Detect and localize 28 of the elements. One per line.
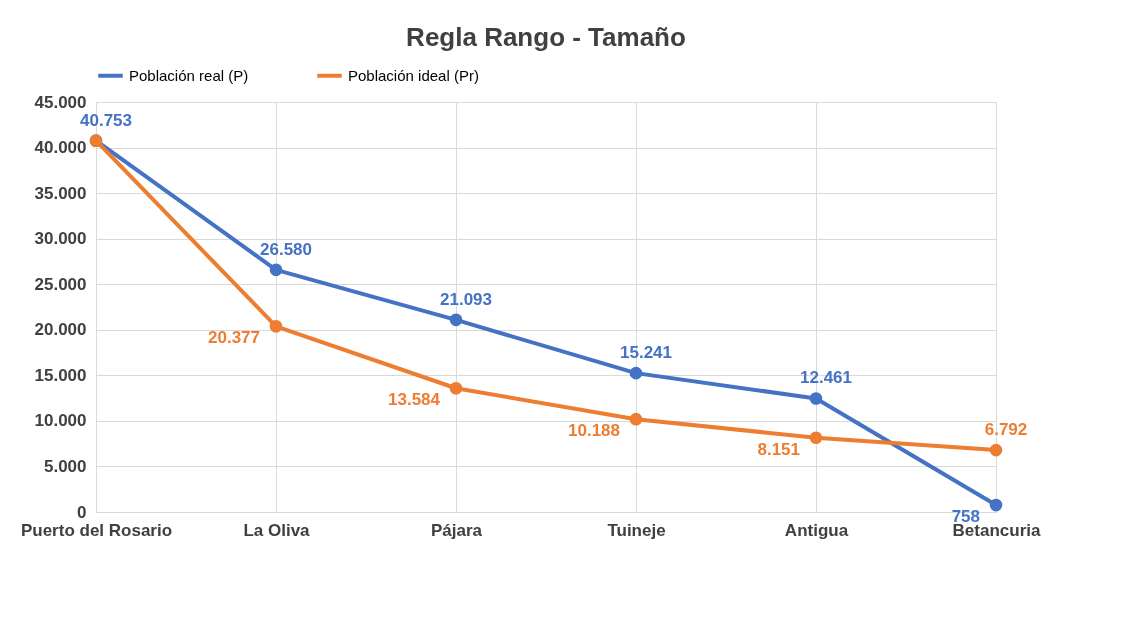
data-label: 21.093: [440, 289, 492, 309]
y-tick-label: 15.000: [34, 365, 87, 385]
x-tick-label: Tuineje: [607, 520, 666, 540]
x-tick-label: Antigua: [784, 520, 849, 540]
y-tick-label: 25.000: [34, 274, 87, 294]
x-tick-label: La Oliva: [243, 520, 311, 540]
y-tick-label: 40.000: [34, 138, 87, 158]
x-tick-label: Pájara: [430, 520, 483, 540]
data-label: 10.188: [568, 421, 620, 441]
y-tick-label: 35.000: [34, 183, 87, 203]
data-label: 13.584: [388, 390, 441, 410]
y-tick-label: 30.000: [34, 229, 87, 249]
data-label: 20.377: [208, 328, 260, 348]
x-tick-label: Puerto del Rosario: [20, 520, 173, 540]
y-tick-label: 0: [77, 502, 87, 522]
chart-title: Regla Rango - Tamaño: [406, 22, 686, 52]
y-tick-label: 20.000: [34, 320, 87, 340]
data-label: 12.461: [800, 368, 852, 388]
data-label: 8.151: [757, 439, 800, 459]
y-tick-label: 5.000: [43, 456, 87, 476]
data-label: 6.792: [984, 420, 1028, 440]
data-label: 15.241: [620, 343, 672, 363]
legend-label: Población ideal (Pr): [348, 66, 479, 84]
y-tick-label: 10.000: [34, 411, 87, 431]
data-label: 26.580: [260, 239, 312, 259]
y-tick-label: 45.000: [34, 92, 87, 112]
data-label: 40.753: [80, 110, 132, 130]
legend-label: Población real (P): [129, 66, 249, 84]
